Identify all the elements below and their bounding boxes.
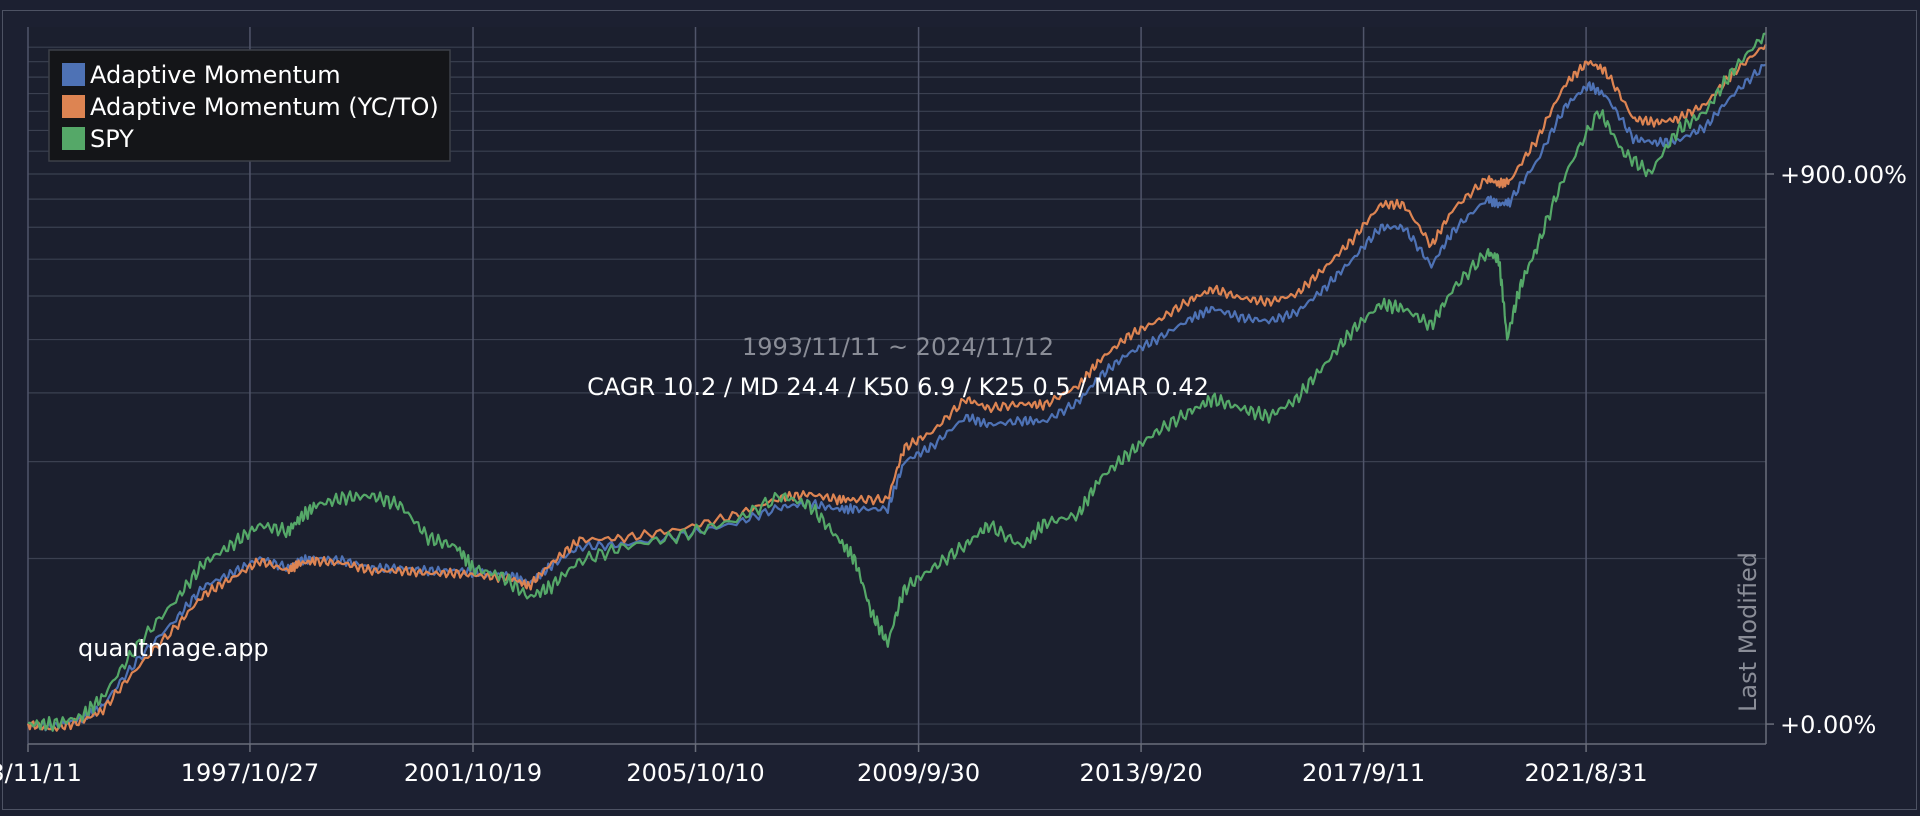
x-tick-label: 2001/10/19 <box>404 759 542 787</box>
legend-label: SPY <box>90 125 134 153</box>
x-tick-label: 2009/9/30 <box>857 759 980 787</box>
x-tick-label: 2021/8/31 <box>1525 759 1648 787</box>
legend-swatch <box>62 63 85 86</box>
x-tick-label: 2017/9/11 <box>1302 759 1425 787</box>
series-line-1 <box>26 43 1767 732</box>
grid-layer <box>27 27 1766 744</box>
axis-layer: +0.00% +900.00% 93/11/11 1997/10/27 2001/10/… <box>0 27 1907 787</box>
legend-swatch <box>62 127 85 150</box>
legend: Adaptive Momentum Adaptive Momentum (YC/T… <box>48 49 451 162</box>
x-tick-label: 2013/9/20 <box>1080 759 1203 787</box>
stats-label: CAGR 10.2 / MD 24.4 / K50 6.9 / K25 0.5 … <box>587 373 1209 401</box>
x-tick-label: 93/11/11 <box>0 759 82 787</box>
chart-frame <box>2 10 1917 810</box>
series-layer <box>26 32 1767 732</box>
last-modified-note: Last Modified <box>1734 552 1762 712</box>
legend-label: Adaptive Momentum (YC/TO) <box>90 93 439 121</box>
y-tick-label: +0.00% <box>1780 711 1876 739</box>
date-range-label: 1993/11/11 ~ 2024/11/12 <box>742 333 1054 361</box>
x-tick-label: 2005/10/10 <box>626 759 764 787</box>
series-line-0 <box>27 63 1767 732</box>
series-line-2 <box>27 32 1767 732</box>
legend-label: Adaptive Momentum <box>90 61 341 89</box>
y-tick-label: +900.00% <box>1780 161 1907 189</box>
x-tick-label: 1997/10/27 <box>181 759 319 787</box>
legend-swatch <box>62 95 85 118</box>
legend-box <box>48 49 451 162</box>
watermark: quantmage.app <box>78 634 269 662</box>
